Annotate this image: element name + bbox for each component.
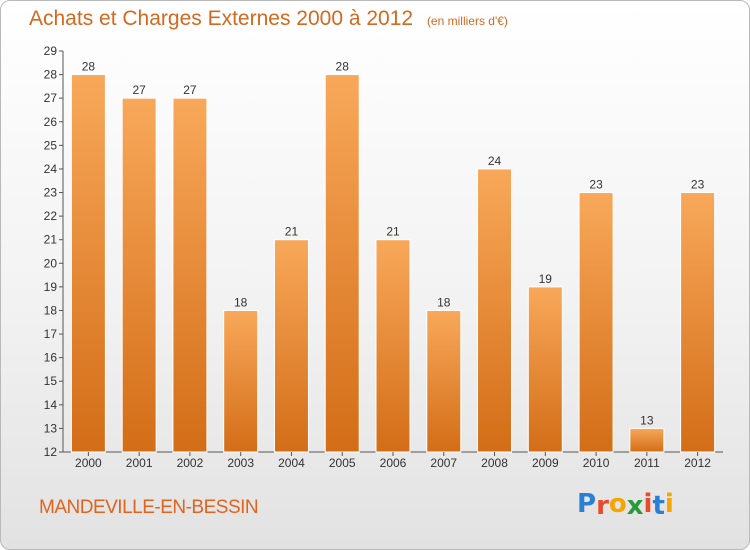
y-tick-label: 18 bbox=[44, 303, 58, 317]
x-tick-label-2006: 2006 bbox=[380, 456, 407, 470]
bar-2006 bbox=[375, 239, 411, 453]
y-tick-label: 27 bbox=[44, 91, 58, 105]
bar-2002 bbox=[172, 97, 208, 453]
y-tick-label: 23 bbox=[44, 186, 58, 200]
data-label-2005: 28 bbox=[336, 60, 350, 74]
y-tick-label: 19 bbox=[44, 280, 58, 294]
x-tick-label-2012: 2012 bbox=[684, 456, 711, 470]
x-tick-label-2008: 2008 bbox=[481, 456, 508, 470]
bar-2004 bbox=[273, 239, 309, 453]
logo-letter: x bbox=[626, 491, 644, 521]
title-text: Achats et Charges Externes 2000 à 2012 bbox=[29, 7, 414, 30]
y-tick-label: 21 bbox=[44, 233, 58, 247]
y-tick-label: 24 bbox=[44, 162, 58, 176]
data-label-2001: 27 bbox=[132, 83, 146, 97]
logo-letter: o bbox=[608, 489, 627, 519]
bar-2012 bbox=[680, 192, 716, 453]
data-label-2008: 24 bbox=[488, 154, 502, 168]
x-tick-label-2005: 2005 bbox=[329, 456, 356, 470]
bar-2008 bbox=[477, 168, 513, 453]
data-label-2002: 27 bbox=[183, 83, 197, 97]
y-tick-label: 13 bbox=[44, 421, 58, 435]
y-tick-label: 12 bbox=[44, 445, 58, 459]
logo-letter: t bbox=[652, 491, 665, 521]
logo-letter: P bbox=[577, 489, 597, 519]
y-tick-label: 22 bbox=[44, 209, 58, 223]
place-name: MANDEVILLE-EN-BESSIN bbox=[39, 497, 259, 518]
y-tick-label: 15 bbox=[44, 374, 58, 388]
y-tick-label: 14 bbox=[44, 398, 58, 412]
chart-title: Achats et Charges Externes 2000 à 2012 (… bbox=[29, 7, 508, 31]
x-tick-label-2001: 2001 bbox=[126, 456, 153, 470]
data-label-2004: 21 bbox=[285, 225, 299, 239]
x-tick-label-2000: 2000 bbox=[75, 456, 102, 470]
data-label-2012: 23 bbox=[691, 178, 705, 192]
y-tick-label: 17 bbox=[44, 327, 58, 341]
data-label-2007: 18 bbox=[437, 295, 451, 309]
data-label-2011: 13 bbox=[640, 413, 654, 427]
data-label-2009: 19 bbox=[539, 272, 553, 286]
logo-letter: i bbox=[664, 489, 674, 519]
y-tick-label: 25 bbox=[44, 138, 58, 152]
x-tick-label-2002: 2002 bbox=[177, 456, 204, 470]
bar-2009 bbox=[527, 286, 563, 453]
bar-2000 bbox=[70, 74, 106, 453]
bar-2001 bbox=[121, 97, 157, 453]
data-label-2000: 28 bbox=[82, 60, 96, 74]
data-label-2010: 23 bbox=[589, 178, 603, 192]
x-tick-label-2009: 2009 bbox=[532, 456, 559, 470]
bar-2011 bbox=[629, 427, 665, 453]
y-tick-label: 16 bbox=[44, 351, 58, 365]
x-tick-label-2011: 2011 bbox=[634, 456, 660, 470]
y-tick-label: 29 bbox=[44, 44, 58, 58]
proxiti-logo: Proxiti bbox=[577, 489, 674, 521]
bar-2005 bbox=[324, 74, 360, 453]
y-tick-label: 28 bbox=[44, 68, 58, 82]
x-tick-label-2004: 2004 bbox=[278, 456, 305, 470]
bar-2010 bbox=[578, 192, 614, 453]
logo-letter: r bbox=[596, 491, 609, 521]
x-tick-label-2007: 2007 bbox=[430, 456, 457, 470]
logo-letter: i bbox=[643, 489, 653, 519]
x-tick-label-2003: 2003 bbox=[227, 456, 254, 470]
bar-2003 bbox=[223, 309, 259, 453]
data-label-2003: 18 bbox=[234, 295, 248, 309]
bar-2007 bbox=[426, 309, 462, 453]
title-unit: (en milliers d'€) bbox=[426, 14, 508, 28]
x-tick-label-2010: 2010 bbox=[583, 456, 610, 470]
y-tick-label: 20 bbox=[44, 256, 58, 270]
y-tick-label: 26 bbox=[44, 115, 58, 129]
data-label-2006: 21 bbox=[386, 225, 400, 239]
